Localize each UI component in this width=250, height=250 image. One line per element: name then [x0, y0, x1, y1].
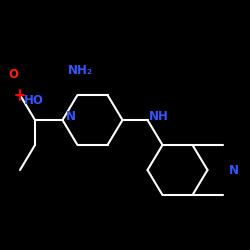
- Text: O: O: [9, 68, 19, 82]
- Text: HO: HO: [24, 94, 44, 106]
- Text: NH: NH: [149, 110, 169, 123]
- Text: N: N: [66, 110, 76, 123]
- Text: N: N: [229, 164, 239, 176]
- Text: NH₂: NH₂: [68, 64, 92, 76]
